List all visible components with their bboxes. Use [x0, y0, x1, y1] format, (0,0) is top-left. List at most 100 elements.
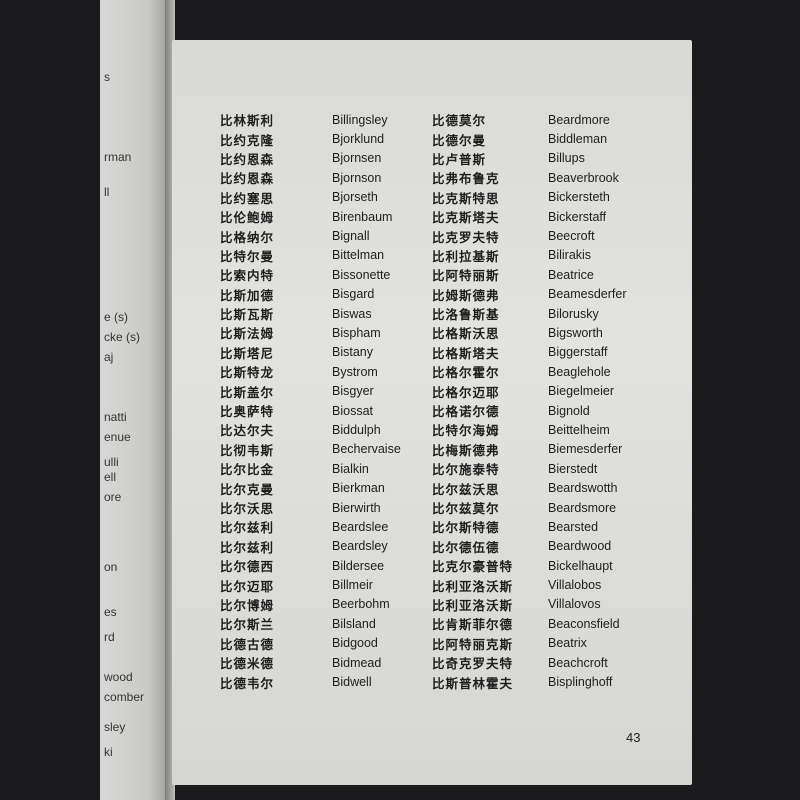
chinese-name: 比德古德	[220, 636, 275, 652]
english-name: Bispham	[332, 325, 381, 340]
english-name: Billups	[548, 151, 585, 166]
chinese-name: 比德米德	[220, 656, 275, 672]
left-page-fragment: wood	[104, 670, 133, 684]
chinese-name: 比德尔曼	[432, 132, 487, 148]
left-page-fragment: enue	[104, 430, 131, 444]
table-row: 比德古德 Bidgood 比阿特丽克斯 Beatrix	[220, 634, 660, 653]
chinese-name: 比克斯特思	[432, 190, 500, 206]
chinese-name: 比克罗夫特	[432, 229, 500, 245]
table-row: 比尔迈耶 Billmeir 比利亚洛沃斯 Villalobos	[220, 575, 660, 594]
chinese-name: 比斯盖尔	[220, 384, 275, 400]
english-name: Bierwirth	[332, 500, 381, 515]
english-name: Bidmead	[332, 655, 382, 670]
table-row: 比格纳尔 Bignall 比克罗夫特 Beecroft	[220, 226, 660, 245]
english-name: Beardwood	[548, 539, 612, 554]
english-name: Biswas	[332, 306, 372, 321]
left-page: s rman ll e (s) cke (s) aj natti enue ulli ell ore…	[100, 0, 170, 800]
chinese-name: 比特尔海姆	[432, 423, 500, 439]
chinese-name: 比尔斯兰	[220, 617, 275, 633]
name-table: 比林斯利 Billingsley 比德莫尔 Beardmore 比约克隆 Bjorklun…	[220, 110, 660, 692]
left-page-fragment: rd	[104, 630, 115, 644]
english-name: Bechervaise	[332, 442, 401, 457]
chinese-name: 比彻韦斯	[220, 442, 275, 458]
english-name: Bickerstaff	[548, 209, 607, 224]
english-name: Bilorusky	[548, 306, 599, 321]
left-page-fragment: natti	[104, 410, 127, 424]
chinese-name: 比伦鲍姆	[220, 210, 275, 226]
chinese-name: 比斯普林霍夫	[432, 675, 514, 691]
table-row: 比斯法姆 Bispham 比格斯沃思 Bigsworth	[220, 323, 660, 342]
chinese-name: 比尔兹莫尔	[432, 501, 500, 516]
chinese-name: 比弗布鲁克	[432, 171, 500, 187]
english-name: Bjornson	[332, 170, 382, 185]
chinese-name: 比特尔曼	[220, 248, 275, 264]
english-name: Bierkman	[332, 481, 385, 496]
english-name: Biggerstaff	[548, 345, 608, 360]
english-name: Beardslee	[332, 519, 389, 534]
chinese-name: 比利亚洛沃斯	[432, 597, 514, 613]
english-name: Beardsmore	[548, 500, 617, 515]
table-row: 比尔德西 Bildersee 比克尔豪普特 Bickelhaupt	[220, 556, 660, 575]
english-name: Beaglehole	[548, 364, 611, 379]
chinese-name: 比约塞思	[220, 190, 275, 206]
left-page-fragment: sley	[104, 720, 126, 734]
chinese-name: 比阿特丽斯	[432, 268, 500, 284]
chinese-name: 比索内特	[220, 268, 275, 284]
english-name: Bisgard	[332, 287, 375, 302]
english-name: Bickelhaupt	[548, 558, 613, 573]
left-page-fragment: comber	[104, 690, 145, 704]
table-row: 比特尔曼 Bittelman 比利拉基斯 Bilirakis	[220, 246, 660, 265]
chinese-name: 比格尔迈耶	[432, 384, 500, 400]
english-name: Bystrom	[332, 364, 378, 379]
chinese-name: 比斯特龙	[220, 365, 275, 381]
left-page-fragment: on	[104, 560, 118, 574]
english-name: Bidwell	[332, 675, 372, 690]
chinese-name: 比格尔霍尔	[432, 365, 500, 381]
chinese-name: 比姆斯德弗	[432, 287, 500, 303]
english-name: Bilirakis	[548, 248, 592, 263]
table-row: 比达尔夫 Biddulph 比特尔海姆 Beittelheim	[220, 420, 660, 439]
english-name: Beatrix	[548, 636, 587, 651]
english-name: Biemesderfer	[548, 442, 623, 457]
chinese-name: 比克斯塔夫	[432, 210, 500, 226]
english-name: Beamesderfer	[548, 287, 627, 302]
english-name: Beardswotth	[548, 481, 618, 496]
english-name: Bialkin	[332, 461, 369, 476]
table-row: 比奥萨特 Biossat 比格诺尔德 Bignold	[220, 401, 660, 420]
chinese-name: 比尔兹沃思	[432, 481, 500, 497]
chinese-name: 比尔施泰特	[432, 462, 500, 478]
english-name: Beecroft	[548, 229, 595, 244]
chinese-name: 比斯瓦斯	[220, 307, 275, 323]
english-name: Birenbaum	[332, 209, 393, 224]
english-name: Bilsland	[332, 616, 376, 631]
table-row: 比尔兹利 Beardslee 比尔斯特德 Bearsted	[220, 517, 660, 536]
english-name: Bissonette	[332, 267, 391, 282]
table-row: 比尔克曼 Bierkman 比尔兹沃思 Beardswotth	[220, 478, 660, 497]
chinese-name: 比尔兹利	[220, 539, 275, 555]
chinese-name: 比卢普斯	[432, 151, 487, 167]
english-name: Villalovos	[548, 597, 601, 612]
left-page-fragment: ell	[104, 470, 117, 484]
left-page-fragment: ulli	[104, 455, 119, 469]
english-name: Beaconsfield	[548, 616, 620, 631]
table-row: 比约塞思 Bjorseth 比克斯特思 Bickersteth	[220, 188, 660, 207]
table-row: 比约恩森 Bjornsen 比卢普斯 Billups	[220, 149, 660, 168]
chinese-name: 比克尔豪普特	[432, 559, 514, 575]
english-name: Beatrice	[548, 267, 594, 282]
left-page-fragment: aj	[104, 350, 114, 364]
left-page-fragment: ki	[104, 745, 113, 759]
left-page-fragment: s	[104, 70, 110, 84]
english-name: Bearsted	[548, 519, 599, 534]
chinese-name: 比尔迈耶	[220, 578, 275, 594]
english-name: Biegelmeier	[548, 384, 615, 399]
chinese-name: 比格斯塔夫	[432, 345, 500, 361]
left-page-fragment: e (s)	[104, 310, 128, 324]
chinese-name: 比洛鲁斯基	[432, 307, 500, 323]
chinese-name: 比尔克曼	[220, 481, 275, 497]
table-row: 比斯瓦斯 Biswas 比洛鲁斯基 Bilorusky	[220, 304, 660, 323]
table-row: 比约恩森 Bjornson 比弗布鲁克 Beaverbrook	[220, 168, 660, 187]
english-name: Billmeir	[332, 578, 373, 593]
table-row: 比斯特龙 Bystrom 比格尔霍尔 Beaglehole	[220, 362, 660, 381]
book-gutter	[165, 0, 175, 800]
chinese-name: 比尔德西	[220, 559, 275, 575]
